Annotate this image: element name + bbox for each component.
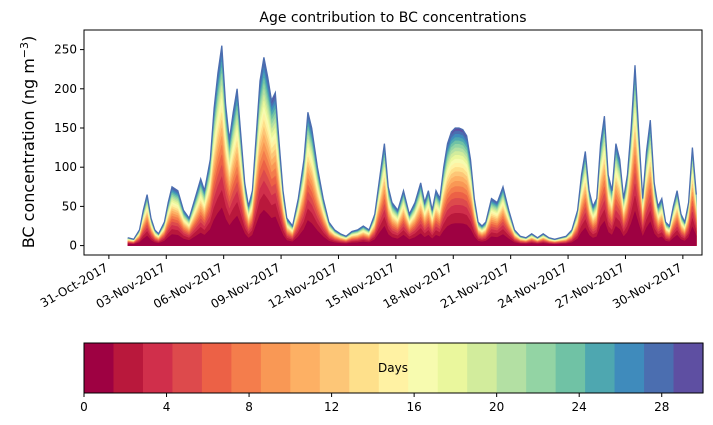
colorbar-segment-8	[319, 343, 350, 393]
colorbar-segment-2	[142, 343, 174, 393]
colorbar-tick-label: 4	[163, 400, 171, 414]
y-axis: 0 50 100 150 200 250	[54, 43, 84, 253]
colorbar	[84, 343, 704, 393]
colorbar-segment-6	[260, 343, 291, 393]
colorbar-segment-14	[496, 343, 527, 393]
age-band-0	[127, 207, 697, 246]
y-tick-label: 250	[54, 43, 77, 57]
colorbar-segment-3	[172, 343, 203, 393]
chart-title: Age contribution to BC concentrations	[259, 10, 526, 26]
y-axis-label-main: BC concentration (ng m	[19, 58, 38, 248]
x-axis: 31-Oct-201703-Nov-201706-Nov-201709-Nov-…	[38, 255, 684, 311]
colorbar-tick-label: 28	[654, 400, 669, 414]
y-axis-label: BC concentration (ng m−3)	[18, 36, 38, 249]
y-tick-label: 50	[62, 199, 77, 213]
plot-area	[127, 45, 697, 246]
plot-frame	[83, 29, 703, 256]
y-tick-label: 0	[69, 239, 77, 253]
colorbar-segment-9	[349, 343, 380, 393]
colorbar-segment-5	[231, 343, 262, 393]
colorbar-segment-19	[644, 343, 675, 393]
colorbar-tick-label: 0	[80, 400, 88, 414]
colorbar-segment-1	[113, 343, 144, 393]
colorbar-tick-label: 16	[406, 400, 421, 414]
colorbar-segment-20	[673, 343, 704, 393]
colorbar-tick-label: 24	[572, 400, 587, 414]
colorbar-segment-18	[614, 343, 645, 393]
colorbar-segment-0	[84, 343, 115, 393]
colorbar-segment-12	[437, 343, 468, 393]
colorbar-segment-13	[467, 343, 498, 393]
y-axis-label-close: )	[19, 36, 38, 42]
colorbar-segment-4	[201, 343, 232, 393]
y-axis-label-superscript: −3	[18, 42, 31, 58]
colorbar-frame	[83, 342, 704, 394]
colorbar-ticks: 0 4 8 12 16 20 24 28	[80, 393, 669, 414]
colorbar-segment-7	[290, 343, 321, 393]
y-tick-label: 100	[54, 160, 77, 174]
colorbar-segment-15	[526, 343, 557, 393]
colorbar-tick-label: 20	[489, 400, 504, 414]
colorbar-segment-16	[555, 343, 586, 393]
colorbar-segment-10	[378, 343, 409, 393]
total-concentration-line	[127, 45, 697, 241]
colorbar-label: Days	[378, 361, 408, 375]
colorbar-segment-11	[408, 343, 439, 393]
colorbar-tick-label: 8	[245, 400, 253, 414]
colorbar-segment-17	[585, 343, 616, 393]
y-tick-label: 200	[54, 82, 77, 96]
y-tick-label: 150	[54, 121, 77, 135]
colorbar-tick-label: 12	[324, 400, 339, 414]
